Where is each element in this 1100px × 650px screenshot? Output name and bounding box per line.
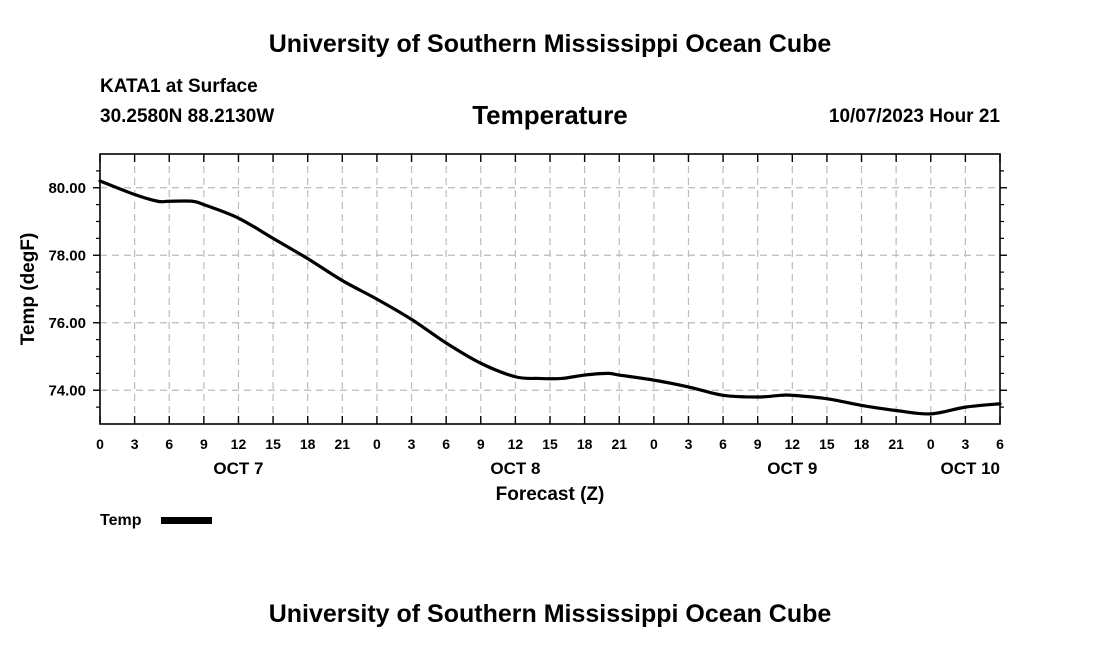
date-label: OCT 8 bbox=[490, 459, 540, 478]
x-tick-label: 9 bbox=[200, 436, 208, 452]
date-label: OCT 10 bbox=[940, 459, 1000, 478]
x-tick-label: 0 bbox=[96, 436, 104, 452]
x-tick-label: 15 bbox=[819, 436, 835, 452]
x-tick-label: 3 bbox=[131, 436, 139, 452]
footer-title: University of Southern Mississippi Ocean… bbox=[268, 600, 832, 628]
x-tick-label: 6 bbox=[996, 436, 1004, 452]
y-axis-title: Temp (degF) bbox=[18, 233, 39, 346]
coordinates-label: 30.2580N 88.2130W bbox=[100, 106, 275, 127]
date-label: OCT 9 bbox=[767, 459, 817, 478]
y-tick-label: 78.00 bbox=[48, 247, 86, 264]
station-label: KATA1 at Surface bbox=[100, 76, 258, 97]
x-tick-label: 15 bbox=[265, 436, 281, 452]
x-tick-label: 6 bbox=[442, 436, 450, 452]
x-tick-label: 9 bbox=[477, 436, 485, 452]
y-tick-label: 76.00 bbox=[48, 315, 86, 332]
y-tick-label: 74.00 bbox=[48, 382, 86, 399]
x-tick-label: 12 bbox=[231, 436, 247, 452]
x-tick-label: 12 bbox=[508, 436, 524, 452]
x-axis-title: Forecast (Z) bbox=[496, 484, 605, 505]
x-tick-label: 0 bbox=[927, 436, 935, 452]
x-tick-label: 12 bbox=[785, 436, 801, 452]
plot-frame bbox=[99, 153, 1001, 425]
page-title: University of Southern Mississippi Ocean… bbox=[268, 30, 832, 58]
x-tick-label: 6 bbox=[719, 436, 727, 452]
x-tick-label: 18 bbox=[577, 436, 593, 452]
grid-lines bbox=[100, 154, 1000, 424]
x-tick-label: 3 bbox=[961, 436, 969, 452]
x-tick-label: 9 bbox=[754, 436, 762, 452]
x-tick-label: 0 bbox=[373, 436, 381, 452]
variable-title: Temperature bbox=[472, 100, 628, 130]
valid-time-label: 10/07/2023 Hour 21 bbox=[828, 106, 1000, 127]
x-tick-label: 15 bbox=[542, 436, 558, 452]
x-tick-label: 18 bbox=[300, 436, 316, 452]
x-tick-label: 18 bbox=[854, 436, 870, 452]
temp-series-line bbox=[98, 179, 1002, 416]
x-tick-label: 21 bbox=[335, 436, 351, 452]
legend-swatch bbox=[161, 517, 212, 524]
x-tick-label: 3 bbox=[685, 436, 693, 452]
date-label: OCT 7 bbox=[213, 459, 263, 478]
y-tick-label: 80.00 bbox=[48, 180, 86, 197]
x-tick-label: 3 bbox=[408, 436, 416, 452]
x-tick-label: 6 bbox=[165, 436, 173, 452]
legend-label: Temp bbox=[100, 512, 142, 529]
x-tick-label: 21 bbox=[888, 436, 904, 452]
x-tick-label: 0 bbox=[650, 436, 658, 452]
axis-labels: 0 3 6 9 12 15 18 21 0 3 6 9 12 15 18 21 0 3 6 9 12 15 18 21 0 3 6 O… bbox=[48, 180, 1004, 478]
x-tick-label: 21 bbox=[611, 436, 627, 452]
